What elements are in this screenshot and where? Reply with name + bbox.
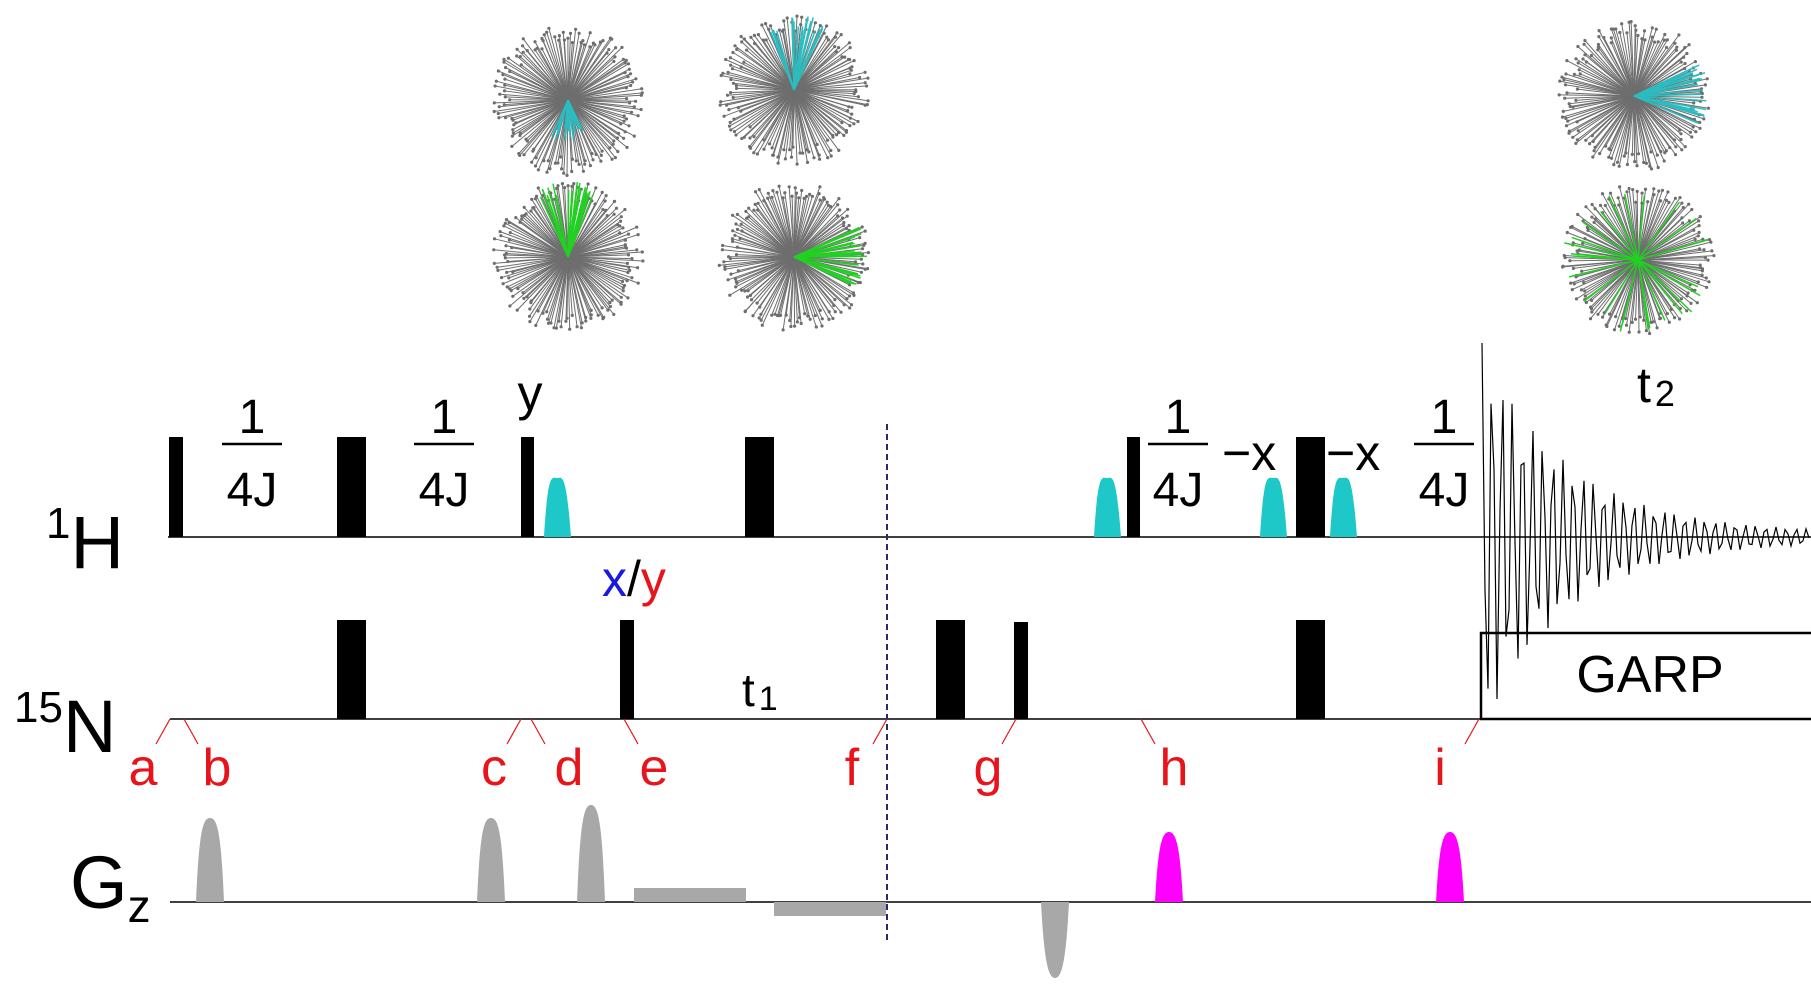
delay-fraction-3: 1 4J (1148, 391, 1208, 517)
h1-pulse-90-2 (1127, 437, 1140, 537)
h1-selective-pulse-2 (1094, 477, 1121, 537)
h1-pulse-180-2 (745, 437, 774, 537)
vector-diagram-3 (718, 14, 870, 166)
garp-label: GARP (1576, 646, 1723, 704)
vector-diagram-2 (492, 182, 645, 331)
point-markers (155, 718, 1480, 745)
svg-text:4J: 4J (1153, 464, 1204, 517)
svg-text:1: 1 (1431, 391, 1458, 444)
point-label-h: h (1160, 739, 1189, 797)
n15-pulse-90-xy (620, 620, 634, 719)
svg-text:1: 1 (431, 391, 458, 444)
gradient-pulse-magenta-1 (1155, 832, 1183, 902)
point-label-d: d (555, 739, 584, 797)
h1-pulse-90-1 (169, 437, 183, 537)
svg-text:1: 1 (1165, 391, 1192, 444)
point-label-f: f (845, 739, 860, 797)
phase-label-xy: x/y (602, 551, 666, 607)
point-label-i: i (1434, 739, 1446, 797)
delay-fraction-1: 1 4J (222, 391, 282, 517)
magnetization-vector-diagrams (492, 14, 1716, 336)
n15-pulse-180-2 (936, 620, 965, 719)
fid-signal (1481, 342, 1810, 700)
h1-selective-pulse-4 (1330, 477, 1357, 537)
point-label-c: c (481, 739, 507, 797)
gradient-pulse-negative (1041, 902, 1069, 978)
point-label-g: g (974, 739, 1003, 797)
h1-selective-pulse-1 (544, 477, 571, 537)
gradient-pulse-3 (577, 805, 605, 902)
delay-fraction-4: 1 4J (1414, 391, 1474, 517)
vector-diagram-6 (1561, 185, 1716, 336)
svg-text:4J: 4J (1419, 464, 1470, 517)
phase-label-minus-x-1: −x (1222, 425, 1276, 481)
point-label-e: e (640, 739, 669, 797)
point-label-b: b (203, 739, 232, 797)
n15-pulse-180-1 (337, 620, 366, 719)
channel-label-gz: Gz (70, 841, 151, 932)
n15-pulse-180-3 (1296, 620, 1325, 719)
h1-selective-pulse-3 (1260, 477, 1287, 537)
gradient-rectangle-positive (634, 888, 746, 902)
h1-pulse-180-3 (1296, 437, 1325, 537)
phase-label-y: y (518, 365, 543, 421)
vector-diagram-4 (717, 184, 871, 332)
phase-label-minus-x-2: −x (1326, 425, 1380, 481)
gradient-pulse-magenta-2 (1436, 832, 1464, 902)
gradient-rectangle-negative (774, 902, 886, 916)
vector-diagram-1 (492, 26, 644, 177)
point-label-a: a (129, 739, 158, 797)
n15-pulse-90-2 (1014, 622, 1028, 719)
garp-decoupling-box (1479, 631, 1811, 721)
svg-text:4J: 4J (419, 464, 470, 517)
h1-pulse-180-1 (337, 437, 366, 537)
svg-text:1: 1 (239, 391, 266, 444)
channel-label-1h: 1H (46, 499, 124, 584)
channel-label-15n: 15N (14, 683, 116, 768)
vector-diagram-5 (1557, 20, 1710, 171)
delay-fraction-2: 1 4J (414, 391, 474, 517)
svg-text:4J: 4J (227, 464, 278, 517)
h1-pulse-90-y (521, 437, 534, 537)
gradient-pulse-1 (196, 818, 224, 902)
gradient-pulse-2 (477, 818, 505, 902)
